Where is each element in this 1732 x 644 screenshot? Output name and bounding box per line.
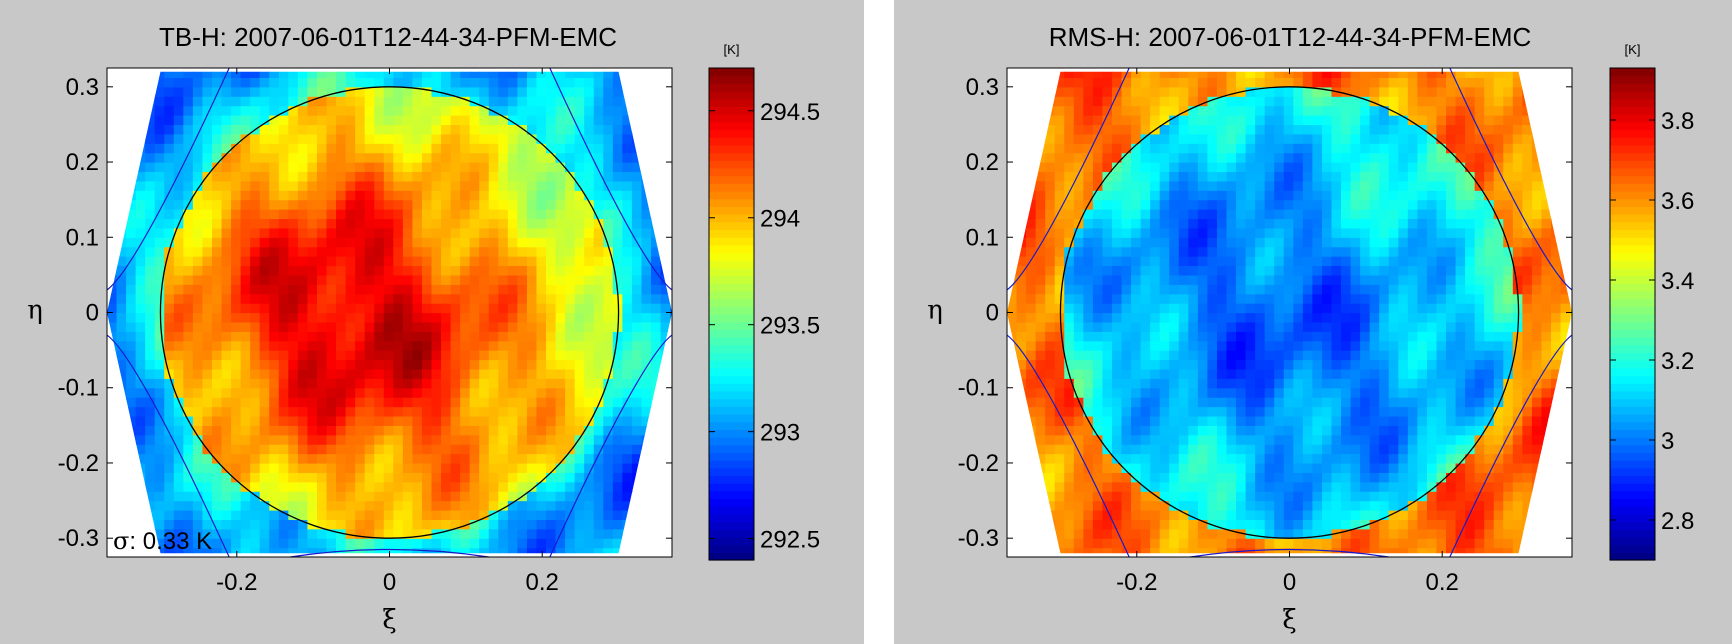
y-tick-label: -0.1 <box>58 375 99 402</box>
boundary-arc-4 <box>1449 334 1573 558</box>
fov-circle <box>159 86 620 539</box>
y-tick-label: 0.3 <box>66 74 99 101</box>
boundary-arc-3 <box>1449 67 1573 291</box>
heatmap <box>1007 71 1572 554</box>
colorbar-tick-label: 3.8 <box>1661 108 1694 135</box>
colorbar-tick-label: 294 <box>760 206 800 233</box>
boundary-arc-2 <box>1006 334 1130 558</box>
x-axis-label: ξ <box>382 605 396 635</box>
boundary-arc-1 <box>1006 67 1130 291</box>
y-tick-label: -0.1 <box>958 375 999 402</box>
chart-2: 0.3 0.2 0.1 0 -0.1 -0.2 -0.3 -0.2 0 0.2 ξ η RMS-H: 2… <box>927 22 1694 635</box>
y-tick-label: -0.3 <box>958 525 999 552</box>
colorbar-tick-label: 293 <box>760 420 800 447</box>
heatmap <box>107 71 672 554</box>
x-tick-label: 0 <box>1283 569 1296 596</box>
colorbar-frame <box>1609 67 1656 561</box>
y-tick-label: 0 <box>86 300 99 327</box>
y-tick-label: 0.2 <box>966 149 999 176</box>
x-tick-label: 0.2 <box>526 569 559 596</box>
fov-circle <box>1059 86 1520 539</box>
x-tick-label: 0 <box>383 569 396 596</box>
y-tick-label: 0.1 <box>966 224 999 251</box>
sigma-value: : 0.33 K <box>129 528 212 555</box>
boundary-arc-2 <box>106 334 230 558</box>
sigma-symbol: σ <box>113 527 129 555</box>
y-tick-label: 0 <box>986 300 999 327</box>
chart-title: TB-H: 2007-06-01T12-44-34-PFM-EMC <box>159 22 617 52</box>
y-tick-label: 0.1 <box>66 224 99 251</box>
sigma-annotation: σ: 0.33 K <box>113 527 212 555</box>
colorbar-tick-label: 293.5 <box>760 313 820 340</box>
boundary-arc-4 <box>549 334 673 558</box>
colorbar: 3.8 3.6 3.4 3.2 3 2.8 [K] <box>1609 42 1694 561</box>
boundary-arc-1 <box>106 67 230 291</box>
y-tick-label: -0.3 <box>58 525 99 552</box>
boundary-arc-5 <box>1190 548 1389 558</box>
colorbar-tick-label: 294.5 <box>760 99 820 126</box>
colorbar-tick-label: 2.8 <box>1661 508 1694 535</box>
boundary-arc-3 <box>549 67 673 291</box>
chart-title: RMS-H: 2007-06-01T12-44-34-PFM-EMC <box>1049 22 1532 52</box>
y-axis-label: η <box>27 296 43 326</box>
colorbar-unit: [K] <box>724 42 740 57</box>
x-tick-label: -0.2 <box>1116 569 1157 596</box>
boundary-arc-5 <box>290 548 489 558</box>
colorbar-tick-label: 3.6 <box>1661 188 1694 215</box>
y-tick-label: 0.2 <box>66 149 99 176</box>
y-tick-label: 0.3 <box>966 74 999 101</box>
colorbar-tick-label: 292.5 <box>760 527 820 554</box>
colorbar-unit: [K] <box>1625 42 1641 57</box>
x-axis-label: ξ <box>1282 605 1296 635</box>
y-tick-label: -0.2 <box>958 450 999 477</box>
colorbar-tick-label: 3 <box>1661 428 1674 455</box>
y-tick-label: -0.2 <box>58 450 99 477</box>
colorbar-frame <box>708 67 755 561</box>
chart-1: 0.3 0.2 0.1 0 -0.1 -0.2 -0.3 -0.2 0 0.2 ξ η TB-H: 20… <box>27 22 820 635</box>
colorbar-tick-label: 3.4 <box>1661 268 1694 295</box>
colorbar-tick-label: 3.2 <box>1661 348 1694 375</box>
x-tick-label: -0.2 <box>216 569 257 596</box>
colorbar: 294.5 294 293.5 293 292.5 [K] <box>708 42 820 561</box>
y-axis-label: η <box>927 296 943 326</box>
x-tick-label: 0.2 <box>1426 569 1459 596</box>
